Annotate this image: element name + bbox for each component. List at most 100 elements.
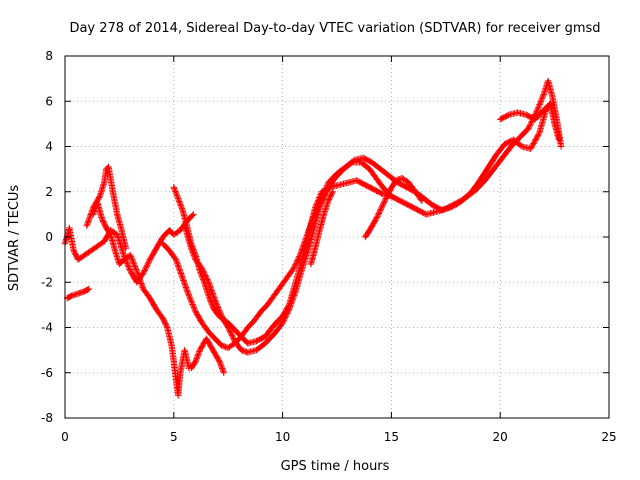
data-point: [223, 371, 225, 374]
data-point: [103, 181, 105, 184]
data-point: [162, 236, 164, 238]
data-point: [310, 263, 312, 265]
y-tick-label: -4: [41, 321, 53, 335]
data-point: [360, 161, 362, 164]
data-point: [375, 218, 377, 220]
x-axis-label: GPS time / hours: [281, 459, 390, 474]
plus-markers: [188, 335, 227, 376]
data-point: [218, 360, 221, 363]
data-point: [362, 157, 364, 159]
data-point: [233, 342, 236, 345]
data-point: [299, 254, 301, 256]
data-point: [155, 247, 158, 250]
series-trace-8: [362, 175, 426, 241]
data-point: [368, 168, 371, 170]
data-point: [201, 322, 203, 324]
data-point: [408, 204, 410, 207]
data-point: [114, 249, 116, 252]
data-point: [220, 315, 223, 317]
data-point: [207, 281, 210, 284]
x-axis: 0 5 10 15 20 25: [61, 56, 617, 444]
data-point: [255, 349, 258, 351]
data-point: [371, 161, 373, 164]
data-points: [61, 77, 565, 399]
y-tick-label: 2: [45, 185, 53, 199]
data-point: [214, 338, 216, 340]
data-point: [536, 109, 538, 112]
data-point: [220, 344, 223, 347]
grid: [65, 56, 609, 418]
data-point: [273, 295, 275, 297]
data-point: [408, 181, 410, 184]
data-point: [170, 344, 173, 347]
data-point: [347, 181, 349, 184]
data-point: [431, 204, 434, 207]
data-point: [355, 179, 358, 182]
data-point: [168, 229, 171, 232]
data-point: [175, 258, 177, 261]
data-point: [207, 295, 210, 297]
data-point: [534, 118, 536, 121]
data-point: [264, 335, 266, 338]
data-point: [381, 204, 384, 207]
data-point: [190, 367, 193, 370]
x-tick-label: 10: [275, 430, 290, 444]
data-point: [273, 324, 275, 327]
data-point: [233, 328, 236, 331]
data-point: [129, 254, 132, 256]
series-trace-11: [188, 335, 227, 376]
data-point: [379, 168, 382, 170]
data-point: [116, 233, 119, 236]
data-point: [279, 285, 282, 288]
y-axis: -8 -6 -4 -2 0 2 4 6 8: [41, 49, 609, 425]
data-point: [85, 224, 88, 227]
plus-markers: [181, 77, 565, 356]
data-point: [109, 233, 112, 236]
data-point: [560, 145, 562, 148]
data-point: [177, 394, 179, 397]
data-point: [136, 270, 138, 272]
data-point: [273, 333, 275, 336]
data-point: [125, 247, 127, 250]
series-trace-1: [61, 211, 197, 286]
y-axis-label: SDTVAR / TECUs: [7, 185, 22, 292]
data-point: [551, 95, 554, 98]
data-point: [477, 181, 480, 184]
data-point: [314, 247, 317, 250]
data-point: [440, 209, 443, 211]
y-tick-label: 4: [45, 140, 53, 154]
data-point: [364, 184, 367, 186]
data-point: [203, 281, 206, 284]
data-point: [286, 276, 288, 279]
data-point: [240, 349, 243, 351]
data-point: [529, 147, 532, 150]
data-point: [390, 195, 393, 198]
data-point: [264, 342, 266, 345]
data-point: [510, 145, 512, 148]
data-point: [68, 227, 71, 229]
chart-title: Day 278 of 2014, Sidereal Day-to-day VTE…: [69, 21, 600, 36]
data-point: [173, 233, 175, 236]
data-point: [214, 299, 216, 302]
data-point: [399, 200, 401, 202]
plus-markers: [170, 100, 563, 347]
data-point: [83, 290, 86, 293]
data-point: [516, 111, 519, 114]
data-point: [318, 204, 321, 207]
x-tick-label: 15: [384, 430, 399, 444]
data-point: [199, 349, 201, 351]
data-point: [118, 263, 121, 265]
data-point: [70, 295, 73, 297]
data-point: [381, 193, 384, 195]
data-point: [449, 206, 451, 209]
data-point: [194, 310, 197, 313]
data-point: [501, 157, 504, 159]
data-point: [90, 249, 92, 252]
data-point: [527, 127, 530, 130]
data-point: [99, 195, 101, 198]
data-point: [466, 195, 469, 198]
y-tick-label: -2: [41, 275, 53, 289]
data-point: [512, 138, 515, 141]
data-point: [188, 295, 190, 297]
